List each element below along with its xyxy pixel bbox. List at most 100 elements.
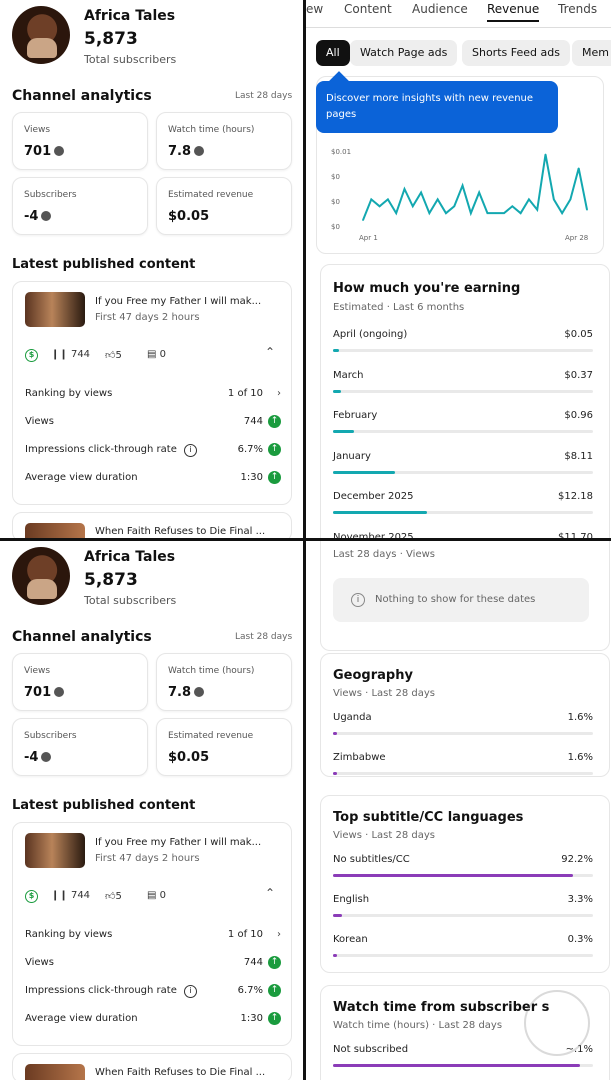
percent-track xyxy=(333,874,593,877)
comments-stat: ▤ 0 xyxy=(147,349,167,360)
next-video-card[interactable]: When Faith Refuses to Die Final ... xyxy=(12,512,292,538)
video-title[interactable]: When Faith Refuses to Die Final ... xyxy=(95,526,266,537)
row-value: 1.6% xyxy=(567,752,593,763)
video-thumbnail[interactable] xyxy=(25,833,85,868)
views-range: Last 28 days · Views xyxy=(333,549,435,560)
chevron-right-icon[interactable]: › xyxy=(277,929,281,940)
earning-month-row: January $8.11 xyxy=(333,451,593,481)
watch-time-metric-card[interactable]: Watch time (hours) 7.8 xyxy=(156,112,292,170)
revenue-point xyxy=(569,198,572,201)
chip-shorts-feed-ads[interactable]: Shorts Feed ads xyxy=(462,40,570,66)
chip-memberships[interactable]: Mem xyxy=(572,40,611,66)
video-thumbnail[interactable] xyxy=(25,1064,85,1080)
info-icon[interactable]: i xyxy=(184,985,198,998)
video-title[interactable]: If you Free my Father I will mak... xyxy=(95,837,262,848)
latest-content-heading: Latest published content xyxy=(12,798,196,813)
earning-track xyxy=(333,389,593,393)
revenue-point xyxy=(461,184,464,187)
tab-revenue[interactable]: Revenue xyxy=(487,2,540,22)
arrow-up-icon: ↑ xyxy=(268,443,281,456)
chip-all[interactable]: All xyxy=(316,40,350,66)
subscriber-label: Total subscribers xyxy=(84,594,177,607)
row-label: No subtitles/CC xyxy=(333,854,410,865)
analytics-heading: Channel analytics xyxy=(12,88,152,104)
tab-audience[interactable]: Audience xyxy=(412,2,468,16)
revenue-metric-card[interactable]: Estimated revenue $0.05 xyxy=(156,177,292,235)
percent-row: Uganda 1.6% xyxy=(333,712,593,742)
revenue-point xyxy=(577,167,580,170)
revenue-point xyxy=(420,191,422,194)
earning-track xyxy=(333,511,593,514)
metric-label: Views xyxy=(24,666,51,676)
chip-watch-page-ads[interactable]: Watch Page ads xyxy=(350,40,458,66)
info-icon[interactable]: i xyxy=(184,444,198,457)
ranking-row[interactable]: Ranking by views 1 of 10 › xyxy=(25,388,281,399)
channel-avatar[interactable] xyxy=(12,547,70,605)
monetization-icon: $ xyxy=(25,890,38,903)
avd-row: Average view duration 1:30 ↑ xyxy=(25,1012,281,1029)
analytics-range: Last 28 days xyxy=(235,632,293,642)
revenue-point xyxy=(428,212,431,214)
chevron-up-icon[interactable]: ⌃ xyxy=(265,886,276,900)
subscriber-watch-title: Watch time from subscriber s xyxy=(333,1000,550,1015)
metric-label: Subscribers xyxy=(24,731,77,741)
views-metric-card[interactable]: Views 701 xyxy=(12,653,148,711)
revenue-tooltip[interactable]: Discover more insights with new revenue … xyxy=(316,81,558,133)
video-title[interactable]: If you Free my Father I will mak... xyxy=(95,296,262,307)
month-label: December 2025 xyxy=(333,491,414,502)
latest-video-card[interactable]: If you Free my Father I will mak... Firs… xyxy=(12,281,292,505)
video-thumbnail[interactable] xyxy=(25,292,85,327)
latest-video-card[interactable]: If you Free my Father I will mak... Firs… xyxy=(12,822,292,1046)
earning-month-row: February $0.96 xyxy=(333,410,593,440)
views-metric-card[interactable]: Views 701 xyxy=(12,112,148,170)
revenue-point xyxy=(553,198,555,201)
divider-horizontal xyxy=(0,538,611,541)
subscribers-metric-card[interactable]: Subscribers -4 xyxy=(12,177,148,235)
row-label: English xyxy=(333,894,370,905)
earning-month-row: November 2025 $11.70 xyxy=(333,532,593,539)
row-value: 3.3% xyxy=(567,894,593,905)
percent-track xyxy=(333,1064,593,1067)
watch-time-metric-card[interactable]: Watch time (hours) 7.8 xyxy=(156,653,292,711)
subscribers-metric-card[interactable]: Subscribers -4 xyxy=(12,718,148,776)
row-label: Korean xyxy=(333,934,368,945)
chevron-right-icon[interactable]: › xyxy=(277,388,281,399)
next-video-card[interactable]: When Faith Refuses to Die Final ... xyxy=(12,1053,292,1080)
revenue-series-line xyxy=(362,154,588,221)
monetization-icon: $ xyxy=(25,349,38,362)
tab-trends[interactable]: Trends xyxy=(558,2,598,16)
chevron-up-icon[interactable]: ⌃ xyxy=(265,345,276,359)
month-value: $8.11 xyxy=(564,450,593,462)
arrow-up-icon: ↑ xyxy=(268,956,281,969)
month-value: $0.05 xyxy=(564,329,593,340)
revenue-point xyxy=(494,212,497,214)
month-label: March xyxy=(333,369,364,381)
views-card: Last 28 days · Views i Nothing to show f… xyxy=(320,541,610,651)
metric-value: -4 xyxy=(24,209,52,224)
revenue-chart-card: $0.01 $0 $0 $0 Apr 1 Apr 28 xyxy=(316,76,604,254)
revenue-metric-card[interactable]: Estimated revenue $0.05 xyxy=(156,718,292,776)
views-row: Views 744 ↑ xyxy=(25,956,281,973)
metric-value: 701 xyxy=(24,144,65,159)
tab-content[interactable]: Content xyxy=(344,2,392,16)
video-thumbnail[interactable] xyxy=(25,523,85,538)
y-tick-label: $0 xyxy=(331,198,340,206)
tab-overview[interactable]: ew xyxy=(306,2,324,16)
revenue-point xyxy=(544,153,547,156)
percent-bar xyxy=(333,954,337,957)
video-title[interactable]: When Faith Refuses to Die Final ... xyxy=(95,1067,266,1078)
comment-icon: ▤ xyxy=(147,349,157,360)
subscriber-watch-subtitle: Watch time (hours) · Last 28 days xyxy=(333,1020,503,1031)
month-label: January xyxy=(333,450,371,462)
month-label: April (ongoing) xyxy=(333,329,408,340)
revenue-point xyxy=(445,212,447,214)
revenue-point xyxy=(511,205,514,208)
channel-avatar[interactable] xyxy=(12,6,70,64)
channel-name: Africa Tales xyxy=(84,8,176,24)
row-label: Not subscribed xyxy=(333,1044,409,1055)
month-label: February xyxy=(333,410,378,421)
revenue-point xyxy=(395,212,397,214)
latest-content-heading: Latest published content xyxy=(12,257,196,272)
ranking-row[interactable]: Ranking by views 1 of 10 › xyxy=(25,929,281,940)
earning-bar xyxy=(333,389,341,393)
